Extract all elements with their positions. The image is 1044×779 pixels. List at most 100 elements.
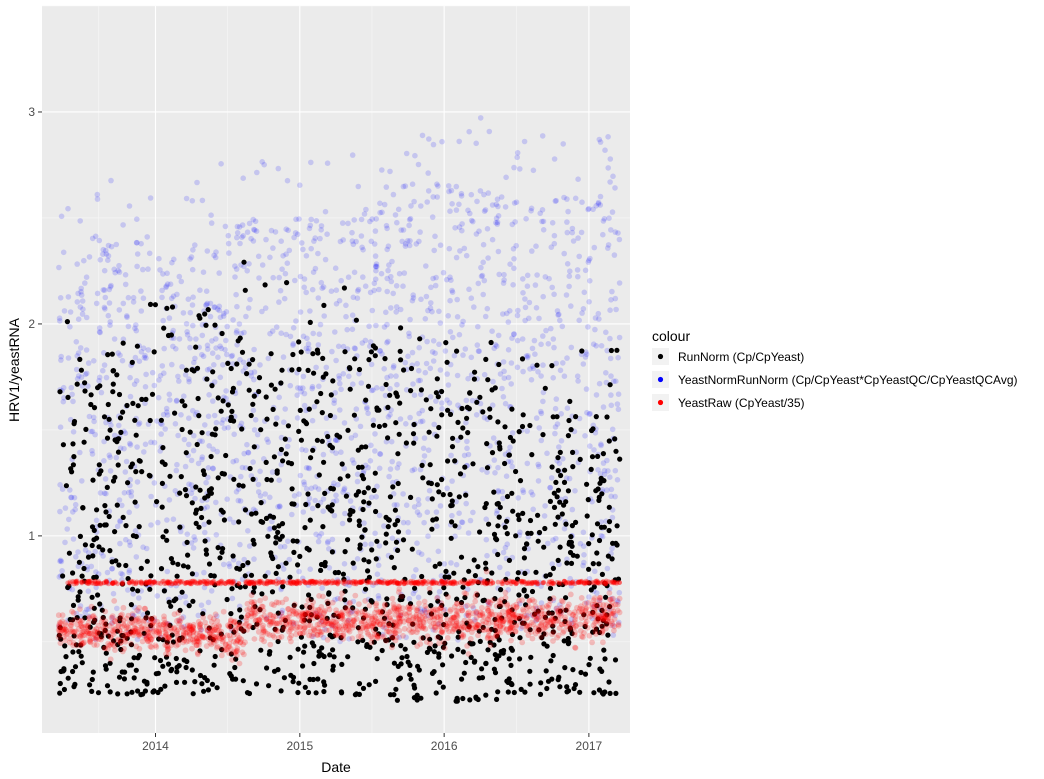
data-point	[321, 313, 328, 319]
data-point	[504, 310, 510, 317]
data-point	[102, 476, 109, 482]
data-point	[535, 538, 541, 544]
data-point	[319, 628, 325, 635]
data-point	[338, 635, 344, 641]
data-point	[495, 464, 501, 471]
data-point	[290, 619, 297, 626]
data-point	[433, 274, 439, 281]
data-point	[373, 263, 379, 269]
data-point	[169, 259, 175, 266]
data-point	[297, 630, 304, 637]
data-point	[88, 401, 94, 408]
data-point	[373, 508, 379, 515]
data-point	[447, 274, 453, 281]
data-point	[114, 502, 120, 508]
data-point	[211, 252, 217, 259]
data-point	[303, 421, 310, 427]
data-point	[271, 454, 277, 460]
data-point	[72, 664, 79, 670]
data-point	[97, 601, 103, 607]
data-point	[381, 633, 387, 640]
data-point	[479, 604, 485, 611]
data-point	[391, 605, 398, 612]
data-point	[379, 385, 386, 392]
data-point	[383, 184, 390, 190]
data-point	[212, 653, 218, 660]
data-point	[599, 623, 605, 629]
data-point	[164, 537, 170, 543]
data-point	[102, 503, 108, 509]
data-point	[319, 285, 326, 292]
data-point	[596, 380, 603, 387]
data-point	[162, 619, 169, 626]
data-point	[245, 612, 251, 619]
data-point	[265, 355, 272, 362]
data-point	[616, 595, 623, 602]
data-point	[520, 489, 527, 496]
data-point	[427, 365, 434, 372]
data-point	[138, 625, 145, 631]
data-point	[511, 331, 517, 337]
data-point	[458, 434, 464, 440]
data-point	[434, 433, 440, 439]
data-point	[272, 626, 278, 632]
data-point	[426, 487, 433, 494]
data-point	[487, 627, 493, 633]
data-point	[278, 619, 285, 626]
data-point	[373, 631, 380, 638]
data-point	[324, 540, 331, 546]
data-point	[339, 220, 346, 226]
data-point	[203, 301, 210, 308]
data-point	[57, 424, 64, 431]
data-point	[445, 382, 452, 388]
data-point	[74, 261, 80, 267]
data-point	[226, 632, 233, 639]
data-point	[432, 624, 439, 630]
data-point	[580, 562, 586, 569]
data-point	[79, 311, 86, 317]
data-point	[384, 628, 390, 635]
data-point	[358, 620, 365, 626]
data-point	[597, 471, 604, 477]
data-point	[217, 555, 223, 561]
data-point	[178, 615, 185, 622]
data-point	[436, 341, 442, 348]
data-point	[426, 618, 433, 625]
data-point	[415, 594, 422, 601]
data-point	[258, 614, 265, 621]
data-point	[492, 632, 499, 639]
data-point	[408, 629, 415, 636]
data-point	[152, 302, 158, 308]
data-point	[319, 585, 326, 591]
data-point	[413, 615, 420, 622]
data-point	[367, 218, 373, 225]
data-point	[351, 345, 358, 351]
data-point	[236, 619, 242, 626]
data-point	[310, 633, 316, 640]
data-point	[289, 625, 295, 631]
data-point	[583, 386, 590, 392]
data-point	[233, 640, 239, 646]
data-point	[226, 623, 233, 630]
data-point	[533, 617, 539, 624]
data-point	[125, 612, 132, 619]
data-point	[598, 442, 604, 449]
data-point	[161, 613, 167, 620]
data-point	[79, 573, 85, 579]
data-point	[333, 497, 340, 504]
data-point	[156, 255, 162, 262]
data-point	[487, 600, 494, 606]
data-point	[279, 627, 285, 633]
data-point	[584, 409, 590, 416]
data-point	[331, 654, 337, 660]
data-point	[247, 465, 253, 472]
data-point	[333, 301, 340, 307]
data-point	[239, 222, 246, 228]
data-point	[156, 630, 163, 637]
data-point	[361, 618, 367, 625]
series-0-points	[56, 259, 623, 704]
data-point	[186, 632, 193, 638]
data-point	[365, 410, 371, 417]
data-point	[212, 635, 219, 642]
data-point	[303, 253, 310, 259]
